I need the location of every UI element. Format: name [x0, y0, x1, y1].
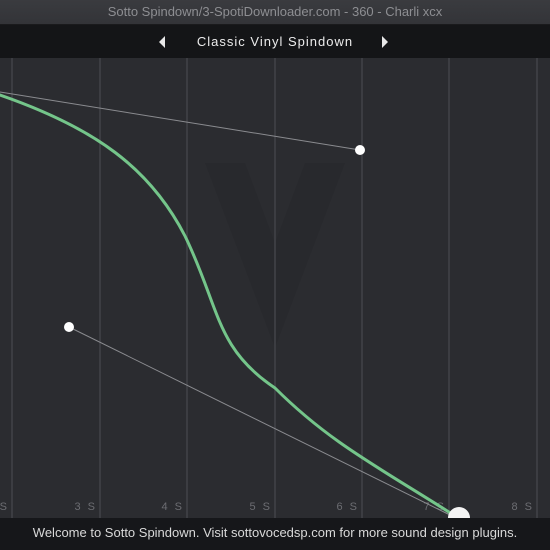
start-handle-line [0, 91, 361, 151]
next-preset-icon[interactable] [377, 34, 393, 50]
spindown-curve [0, 93, 454, 516]
time-label: 8 S [511, 501, 534, 513]
prev-preset-icon[interactable] [155, 34, 171, 50]
time-label: 6 S [336, 501, 359, 513]
time-label: 2 S [0, 501, 9, 513]
end-handle-line [68, 326, 453, 517]
status-message: Welcome to Sotto Spindown. Visit sottovo… [0, 518, 550, 550]
time-label: 5 S [249, 501, 272, 513]
time-gridlines [11, 58, 538, 518]
preset-selector: Classic Vinyl Spindown [0, 25, 550, 58]
start-control-handle[interactable] [355, 145, 365, 155]
end-point-handle[interactable] [448, 507, 470, 518]
spindown-curve-editor[interactable]: 2 S3 S4 S5 S6 S7 S8 S [0, 58, 550, 518]
time-label: 4 S [161, 501, 184, 513]
preset-name[interactable]: Classic Vinyl Spindown [196, 34, 354, 49]
time-label: 3 S [74, 501, 97, 513]
window-title: Sotto Spindown/3-SpotiDownloader.com - 3… [0, 0, 550, 25]
end-control-handle[interactable] [64, 322, 74, 332]
